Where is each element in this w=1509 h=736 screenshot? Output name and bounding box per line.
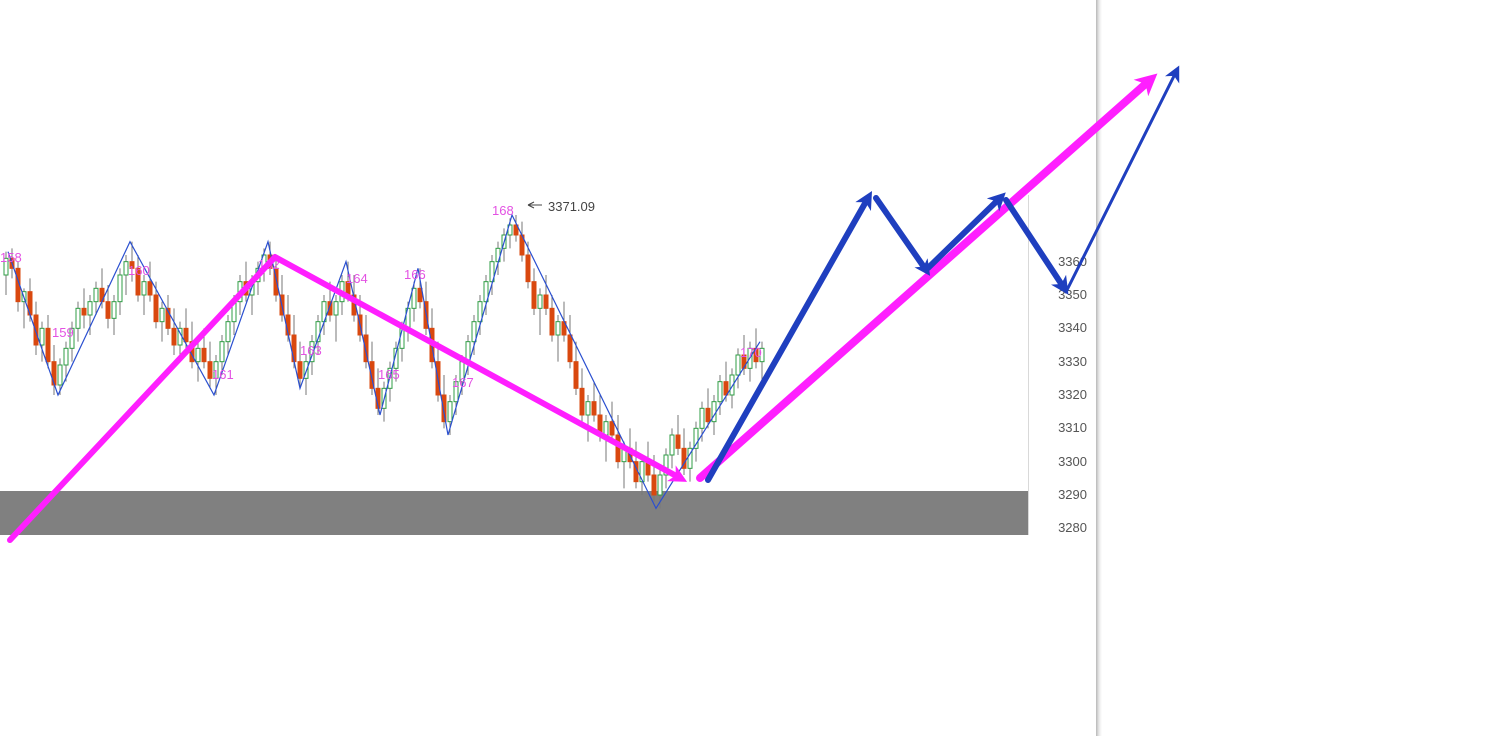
- pivot-label: 164: [346, 271, 368, 286]
- pivot-label: 158: [0, 250, 22, 265]
- pivot-label: 159: [52, 325, 74, 340]
- pivot-label: 160: [128, 263, 150, 278]
- y-axis-tick-label: 3320: [1058, 387, 1087, 402]
- pivot-label: 161: [212, 367, 234, 382]
- price-callout: 3371.09: [548, 199, 595, 214]
- y-axis-tick-label: 3280: [1058, 520, 1087, 535]
- y-axis-tick-label: 3360: [1058, 254, 1087, 269]
- pivot-label: 167: [452, 375, 474, 390]
- y-axis-tick-label: 3300: [1058, 454, 1087, 469]
- pivot-label: 168: [492, 203, 514, 218]
- y-axis-tick-label: 3310: [1058, 420, 1087, 435]
- pivot-label: 162: [258, 257, 280, 272]
- page-root: 3280 3290 3300 3310 3320 3330 3340 3350 3360 337…: [0, 0, 1509, 736]
- chart-bottom-strip: [0, 491, 1028, 535]
- pivot-label: 165: [378, 367, 400, 382]
- price-chart[interactable]: 3280 3290 3300 3310 3320 3330 3340 3350 3360 337…: [0, 195, 1092, 535]
- pivot-label: 170: [740, 345, 762, 360]
- pivot-label: 163: [300, 343, 322, 358]
- y-axis-tick-label: 3290: [1058, 487, 1087, 502]
- y-axis: 3280 3290 3300 3310 3320 3330 3340 3350 3360: [1028, 195, 1093, 535]
- y-axis-tick-label: 3330: [1058, 354, 1087, 369]
- candlestick-plot: [0, 195, 1092, 535]
- pivot-label: 166: [404, 267, 426, 282]
- panel-divider: [1096, 0, 1102, 736]
- y-axis-tick-label: 3350: [1058, 287, 1087, 302]
- y-axis-tick-label: 3340: [1058, 320, 1087, 335]
- zigzag-line: [8, 215, 760, 508]
